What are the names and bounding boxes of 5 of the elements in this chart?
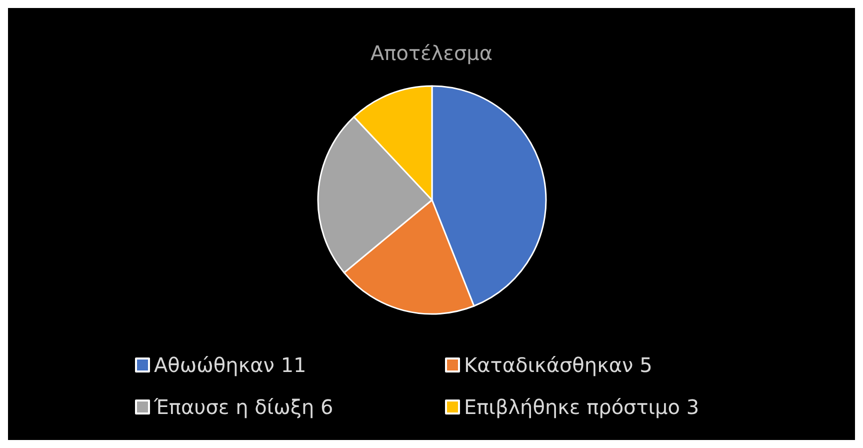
legend-label: Έπαυσε η δίωξη 6 — [153, 395, 334, 419]
legend-label: Επιβλήθηκε πρόστιμο 3 — [464, 395, 700, 419]
legend-label: Αθωώθηκαν 11 — [154, 353, 306, 377]
chart-title: Αποτέλεσμα — [370, 41, 493, 65]
legend-label: Καταδικάσθηκαν 5 — [464, 353, 652, 377]
